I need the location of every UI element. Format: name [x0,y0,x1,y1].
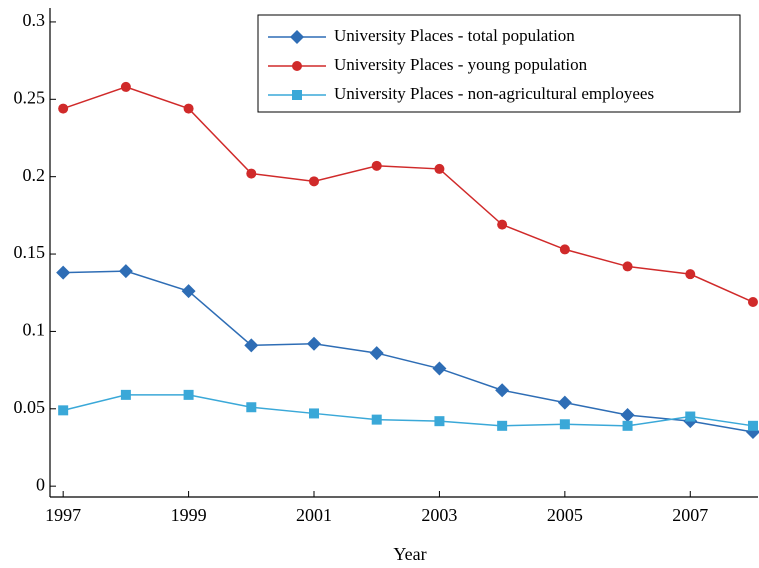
marker [685,269,696,280]
marker [183,389,194,400]
legend: University Places - total population Univ… [257,14,741,113]
marker [434,163,445,174]
marker [620,407,635,422]
marker [747,297,758,308]
legend-label: University Places - non-agricultural emp… [334,84,654,103]
marker [309,176,320,187]
legend-label: University Places - total population [334,26,575,45]
x-tick-label: 1999 [171,505,207,525]
x-tick-label: 2007 [672,505,708,525]
y-tick-label: 0.1 [23,320,46,340]
marker [246,402,257,413]
marker [58,103,69,114]
marker [120,81,131,92]
marker [685,411,696,422]
marker [559,244,570,255]
x-tick-label: 2005 [547,505,583,525]
marker [369,346,384,361]
marker [244,338,259,353]
marker [371,160,382,171]
marker [622,261,633,272]
y-tick-label: 0.15 [14,242,46,262]
marker [622,420,633,431]
marker [371,414,382,425]
marker [497,420,508,431]
marker [309,408,320,419]
marker [497,219,508,230]
marker [307,336,322,351]
marker [58,405,69,416]
marker [118,264,133,279]
y-tick-label: 0.05 [14,397,46,417]
legend-marker [292,61,302,71]
marker [183,103,194,114]
marker [120,389,131,400]
series-line [62,86,754,303]
marker [56,265,71,280]
series-line [63,270,754,433]
marker [181,284,196,299]
y-tick-label: 0.3 [23,10,46,30]
marker [495,383,510,398]
marker [432,361,447,376]
x-tick-label: 1997 [45,505,81,525]
legend-label: University Places - young population [334,55,588,74]
legend-marker [292,90,302,100]
marker [434,416,445,427]
x-tick-label: 2001 [296,505,332,525]
marker [747,420,758,431]
y-tick-label: 0.25 [14,87,46,107]
y-tick-label: 0.2 [23,165,46,185]
x-tick-label: 2003 [421,505,457,525]
legend-box [257,14,741,113]
marker [559,419,570,430]
legend-marker [290,30,304,44]
marker [246,168,257,179]
marker [557,395,572,410]
y-tick-label: 0 [36,474,45,494]
x-axis-label: Year [393,544,426,564]
series-line [62,394,754,427]
